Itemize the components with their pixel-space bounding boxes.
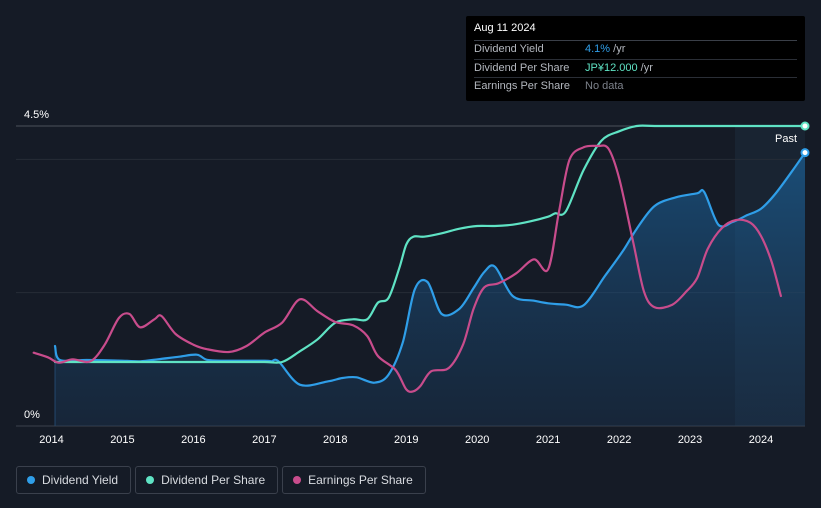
tooltip-label: Earnings Per Share bbox=[474, 80, 570, 92]
tooltip-value: No data bbox=[585, 80, 624, 92]
tooltip-panel: Aug 11 2024 Dividend Yield 4.1% /yr Divid… bbox=[466, 16, 805, 101]
legend-label: Dividend Yield bbox=[42, 473, 119, 487]
chart-legend: Dividend Yield Dividend Per Share Earnin… bbox=[16, 466, 430, 494]
y-tick-label-bottom: 0% bbox=[24, 409, 40, 421]
x-tick-label: 2019 bbox=[394, 434, 418, 446]
legend-item-earnings-per-share[interactable]: Earnings Per Share bbox=[282, 466, 426, 494]
tooltip-unit: /yr bbox=[637, 61, 653, 74]
series-layer bbox=[32, 121, 810, 426]
x-tick-label: 2014 bbox=[39, 434, 63, 446]
tooltip-date: Aug 11 2024 bbox=[474, 16, 797, 41]
tooltip-row-dividend-per-share: Dividend Per Share JP¥12.000 /yr bbox=[474, 60, 797, 78]
tooltip-value: JP¥12.000 bbox=[585, 61, 638, 74]
legend-dot-icon bbox=[27, 476, 35, 484]
legend-item-dividend-yield[interactable]: Dividend Yield bbox=[16, 466, 132, 494]
tooltip-unit: /yr bbox=[610, 43, 626, 55]
series-line-earnings-per-share bbox=[32, 144, 782, 393]
tooltip-row-dividend-yield: Dividend Yield 4.1% /yr bbox=[474, 41, 797, 60]
legend-item-dividend-per-share[interactable]: Dividend Per Share bbox=[135, 466, 279, 494]
past-label: Past bbox=[775, 133, 797, 145]
x-tick-label: 2021 bbox=[536, 434, 560, 446]
x-tick-label: 2023 bbox=[678, 434, 702, 446]
x-tick-label: 2017 bbox=[252, 434, 276, 446]
legend-dot-icon bbox=[146, 476, 155, 484]
x-axis-ticks: 2014 2015 2016 2017 2018 2019 2020 2021 2022 2023… bbox=[39, 434, 773, 446]
legend-label: Earnings Per Share bbox=[308, 473, 413, 487]
x-tick-label: 2022 bbox=[607, 434, 631, 446]
tooltip-label: Dividend Yield bbox=[474, 43, 544, 55]
series-end-marker-dividend-yield bbox=[800, 148, 810, 158]
x-tick-label: 2016 bbox=[181, 434, 205, 446]
legend-label: Dividend Per Share bbox=[161, 473, 266, 487]
series-line-dividend-per-share bbox=[53, 124, 807, 364]
tooltip-row-earnings-per-share: Earnings Per Share No data bbox=[474, 78, 797, 96]
x-tick-label: 2015 bbox=[110, 434, 134, 446]
legend-dot-icon bbox=[293, 476, 302, 484]
y-tick-label-top: 4.5% bbox=[24, 109, 49, 121]
tooltip-value: 4.1% bbox=[585, 43, 611, 55]
series-area-dividend-yield bbox=[55, 152, 805, 426]
x-tick-label: 2020 bbox=[465, 434, 489, 446]
x-tick-label: 2024 bbox=[749, 434, 773, 446]
series-line-dividend-yield bbox=[53, 151, 807, 387]
x-tick-label: 2018 bbox=[323, 434, 347, 446]
tooltip-label: Dividend Per Share bbox=[474, 61, 570, 74]
series-end-marker-dividend-per-share bbox=[800, 121, 810, 131]
